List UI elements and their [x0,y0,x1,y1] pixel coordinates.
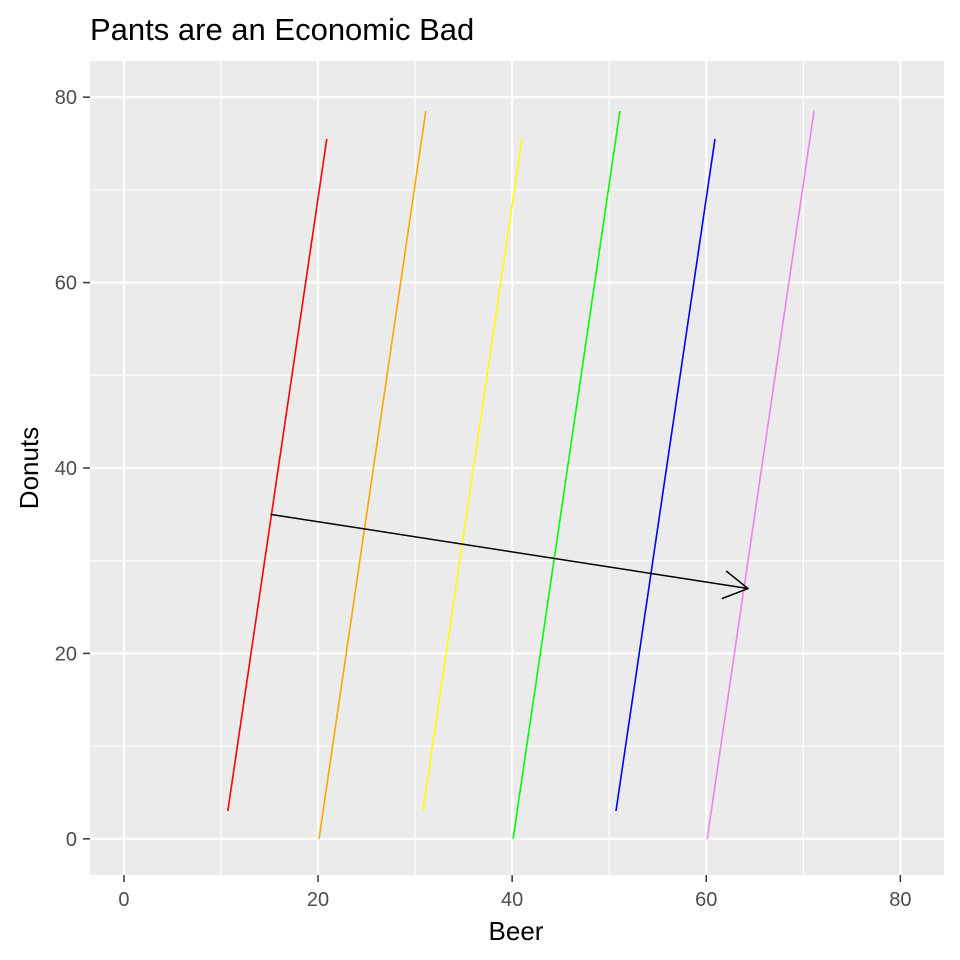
x-tick-label: 40 [501,889,523,911]
y-axis: 0 20 40 60 80 [55,87,90,851]
x-tick-label: 60 [695,889,717,911]
y-tick-label: 60 [55,273,77,295]
x-axis: 0 20 40 60 80 [118,875,911,911]
annotations [270,513,750,600]
shift-arrow-head [721,570,750,600]
y-tick-label: 20 [55,643,77,665]
x-tick-label: 20 [307,889,329,911]
x-axis-title: Beer [489,916,544,946]
y-axis-title: Donuts [14,427,44,509]
indifference-curves [227,110,815,839]
x-tick-label: 80 [889,889,911,911]
y-tick-label: 80 [55,87,77,109]
x-tick-label: 0 [118,889,129,911]
curve-5 [615,138,716,812]
curve-1 [227,138,328,812]
y-tick-label: 40 [55,458,77,480]
shift-arrow-shaft [270,513,749,590]
curve-3 [422,138,523,812]
curve-2 [318,110,427,839]
major-gridlines [90,61,944,875]
chart-title: Pants are an Economic Bad [90,12,474,47]
curve-4 [512,110,621,839]
y-tick-label: 0 [66,829,77,851]
curve-6 [706,110,815,839]
